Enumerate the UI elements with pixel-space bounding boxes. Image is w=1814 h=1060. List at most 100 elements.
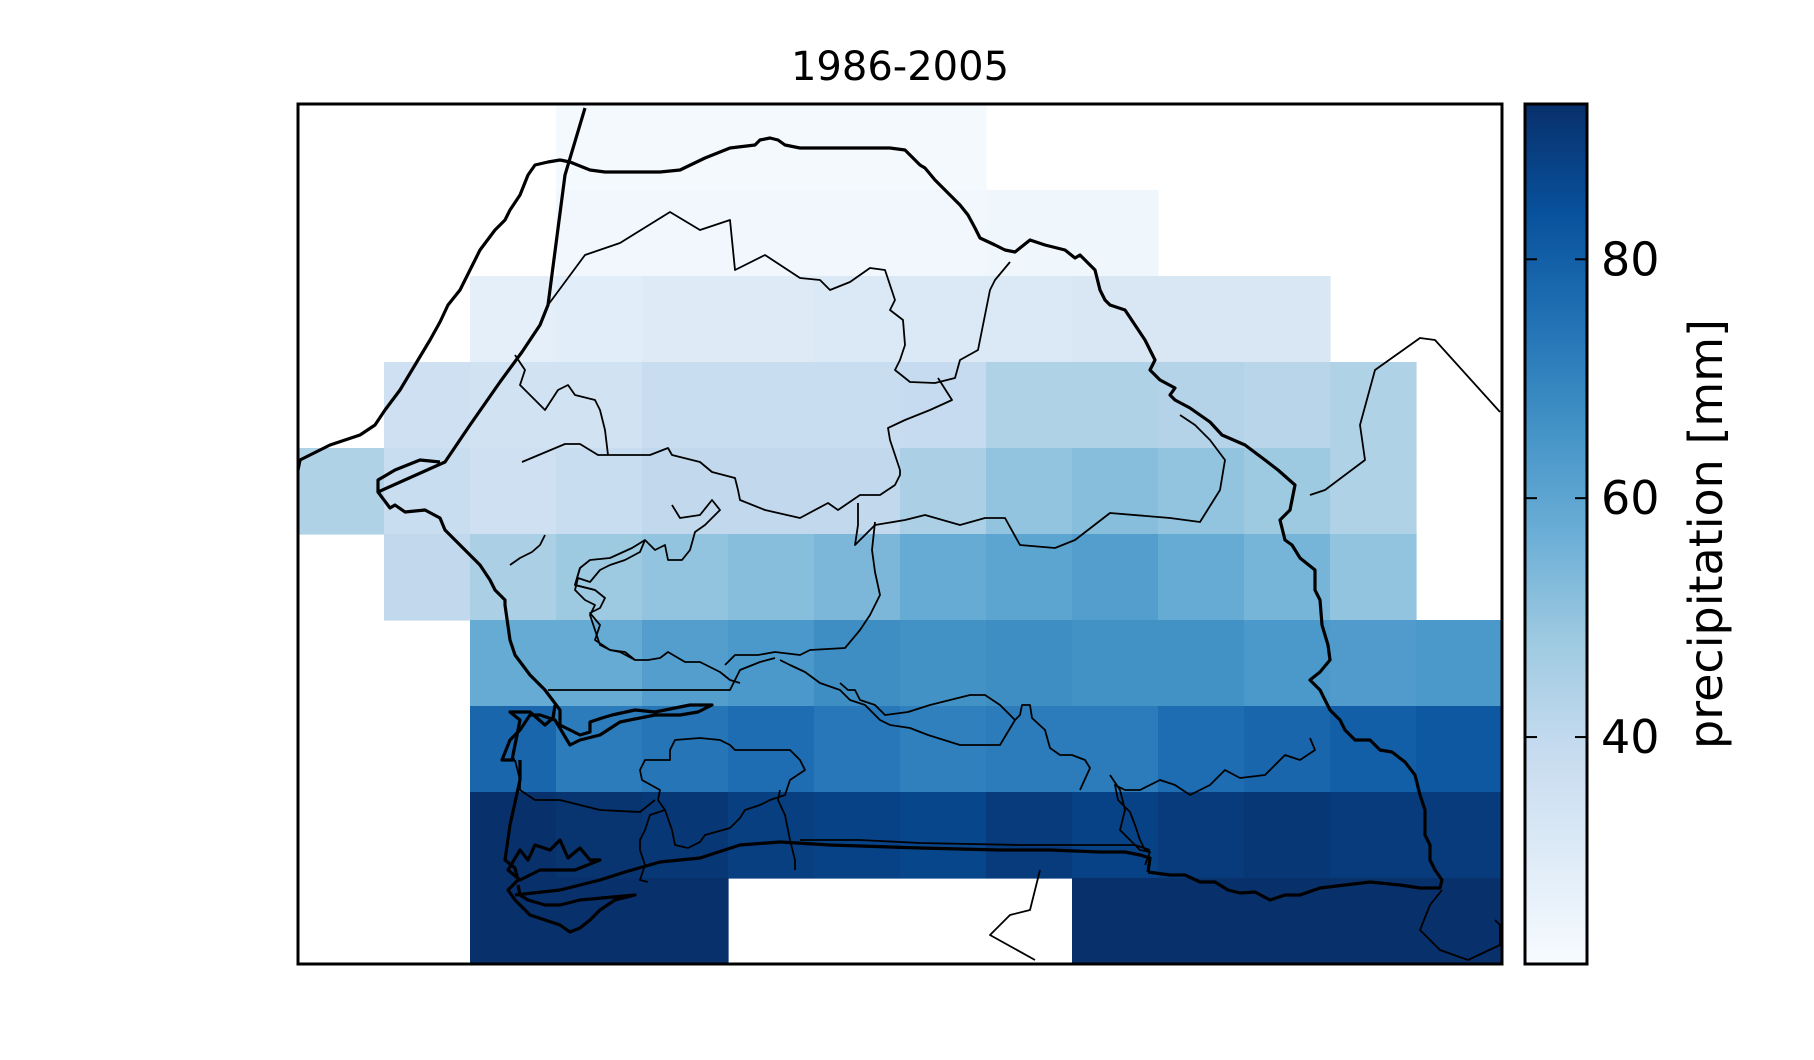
grid-cell (728, 448, 815, 535)
grid-cell (1158, 878, 1245, 965)
grid-cell (642, 190, 729, 277)
country-border (1309, 337, 1501, 496)
grid-cell (556, 448, 643, 535)
grid-cell (1244, 620, 1331, 707)
region-border (521, 443, 901, 519)
grid-cell (556, 104, 643, 191)
grid-cell (1158, 534, 1245, 621)
region-border (514, 354, 609, 456)
grid-cell (556, 878, 643, 965)
region-border (574, 539, 646, 653)
region-border (548, 657, 776, 691)
grid-cell (986, 792, 1073, 879)
grid-cell (556, 620, 643, 707)
grid-cell (384, 534, 471, 621)
region-border (887, 377, 953, 471)
region-border (639, 737, 806, 849)
senegal-outline (376, 458, 441, 492)
grid-cell (986, 190, 1073, 277)
grid-cell (728, 534, 815, 621)
grid-cell (1244, 706, 1331, 793)
grid-cell (900, 534, 987, 621)
colorbar-tick-label: 80 (1601, 232, 1660, 286)
region-border (800, 839, 1151, 851)
grid-cell (1158, 792, 1245, 879)
grid-cell (728, 276, 815, 363)
grid-cell (1416, 706, 1503, 793)
senegal-outline (514, 840, 1152, 897)
grid-cell (728, 792, 815, 879)
colorbar-tick-label: 60 (1601, 471, 1660, 525)
grid-cell (814, 706, 901, 793)
grid-cell (642, 878, 729, 965)
grid-cell (470, 448, 557, 535)
grid-cell (1072, 620, 1159, 707)
region-border (1114, 737, 1316, 851)
grid-cell (1244, 276, 1331, 363)
grid-cell (900, 190, 987, 277)
grid-cell (1416, 620, 1503, 707)
grid-cell (1330, 706, 1417, 793)
grid-cell (556, 190, 643, 277)
colorbar-gradient (1523, 102, 1589, 966)
coastline-outline (296, 107, 1444, 934)
grid-cell (470, 620, 557, 707)
region-border (619, 651, 741, 684)
grid-cell (1330, 448, 1417, 535)
grid-cell (1158, 620, 1245, 707)
map-frame (296, 102, 1504, 966)
grid-cell (728, 620, 815, 707)
grid-cell (642, 706, 729, 793)
grid-cell (814, 534, 901, 621)
grid-cell (986, 706, 1073, 793)
region-border (779, 659, 1016, 746)
region-border (574, 567, 596, 591)
grid-cell (642, 276, 729, 363)
grid-cell (814, 792, 901, 879)
grid-cell (1072, 792, 1159, 879)
grid-cell (986, 620, 1073, 707)
grid-cell (1072, 878, 1159, 965)
colorbar-tick-label: 40 (1601, 710, 1660, 764)
country-border (1419, 889, 1501, 961)
grid-cell (1330, 792, 1417, 879)
colorbar-label: precipitation [mm] (1679, 319, 1733, 749)
grid-cell (814, 276, 901, 363)
grid-cell (900, 276, 987, 363)
grid-cell (556, 362, 643, 449)
grid-cell (900, 362, 987, 449)
senegal-outline (506, 838, 602, 882)
region-border (1014, 704, 1091, 791)
region-border (854, 414, 1226, 549)
grid-cell (1330, 878, 1417, 965)
grid-cell (814, 362, 901, 449)
map-title: 1986-2005 (790, 44, 1010, 90)
region-border (509, 534, 546, 566)
grid-cell (556, 276, 643, 363)
grid-cell (556, 534, 643, 621)
grid-cell (900, 792, 987, 879)
grid-cell (1072, 448, 1159, 535)
grid-cell (814, 190, 901, 277)
grid-cell (1072, 534, 1159, 621)
grid-cell (1158, 362, 1245, 449)
grid-cell (384, 448, 471, 535)
grid-cell (986, 534, 1073, 621)
grid-cell (556, 792, 643, 879)
senegal-outline (376, 107, 714, 762)
region-border (777, 789, 796, 870)
senegal-outline (508, 704, 557, 761)
grid-cell (1072, 362, 1159, 449)
region-borders (509, 211, 1501, 961)
grid-cell (900, 706, 987, 793)
region-border (574, 499, 721, 661)
grid-cell (1158, 276, 1245, 363)
colorbar-ticks: 40 60 80 (1525, 232, 1660, 764)
grid-cell (1072, 276, 1159, 363)
grid-cell (1330, 620, 1417, 707)
grid-cell (1244, 448, 1331, 535)
grid-cell (1158, 706, 1245, 793)
grid-cell (1244, 792, 1331, 879)
region-border (639, 809, 666, 883)
